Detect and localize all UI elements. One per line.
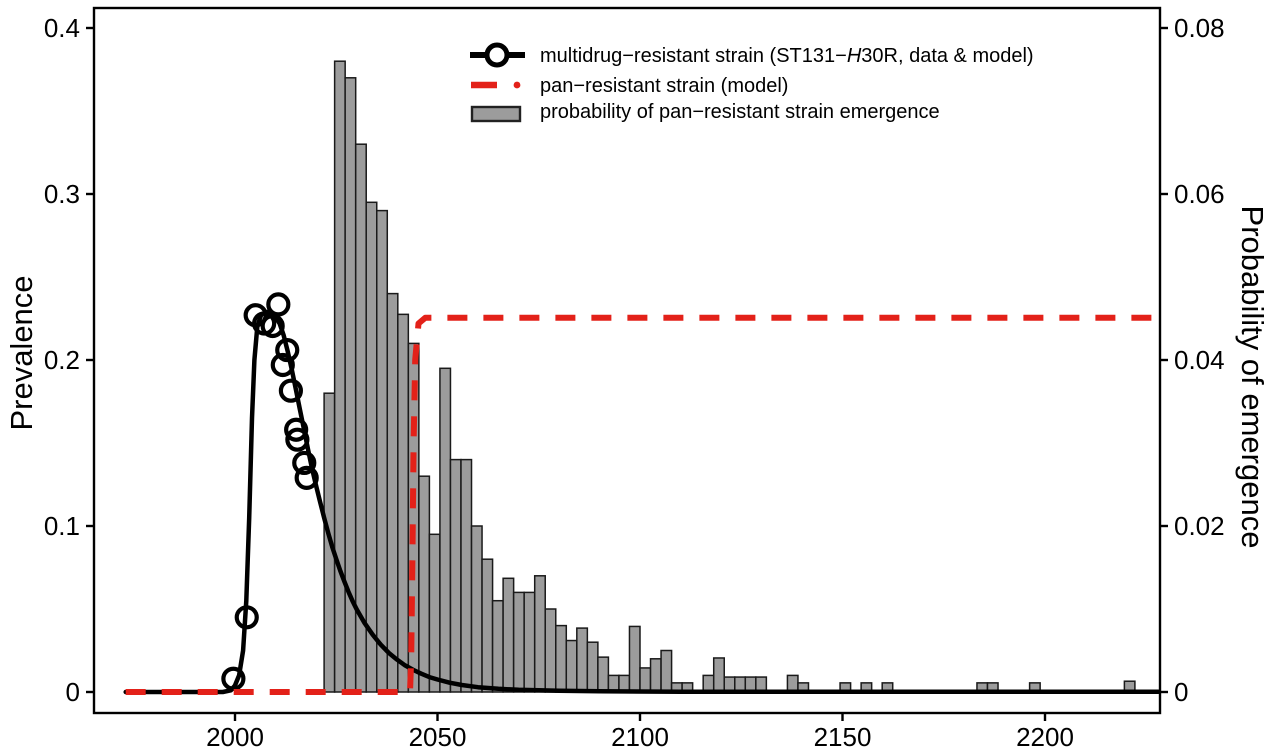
probability-bar — [470, 525, 483, 693]
probability-bar — [649, 658, 662, 693]
probability-bar — [333, 60, 346, 693]
legend-mdr-text-pre: multidrug−resistant strain (ST131− — [540, 45, 847, 67]
mdr-data-point — [284, 417, 309, 442]
probability-bar — [460, 458, 473, 693]
mdr-data-point — [234, 605, 259, 630]
left-axis-tick-label: 0.1 — [44, 511, 80, 541]
legend-label-probability-bars: probability of pan−resistant strain emer… — [540, 101, 940, 123]
mdr-data-point — [294, 465, 319, 490]
probability-bar — [439, 367, 452, 693]
legend: multidrug−resistant strain (ST131−H30R, … — [0, 0, 1280, 140]
mdr-data-point — [270, 352, 295, 378]
left-axis-tick-label: 0 — [66, 677, 80, 707]
right-axis-tick-label: 0.06 — [1174, 179, 1225, 209]
probability-bar — [512, 591, 525, 693]
right-axis-tick-label: 0.08 — [1174, 13, 1225, 43]
mdr-data-point — [266, 292, 291, 317]
mdr-data-point — [285, 427, 310, 452]
probability-bar — [544, 608, 557, 693]
probability-bar — [597, 656, 610, 693]
probability-bar — [555, 624, 568, 693]
probability-bar — [565, 639, 578, 693]
legend-label-multidrug-resistant: multidrug−resistant strain (ST131−H30R, … — [540, 45, 1034, 67]
x-axis-tick-label: 2000 — [206, 722, 264, 752]
x-axis-tick-label: 2050 — [409, 722, 467, 752]
legend-mdr-point-marker — [484, 42, 510, 68]
mdr-data-point — [260, 313, 285, 339]
x-axis-tick-label: 2150 — [814, 722, 872, 752]
left-axis-tick-label: 0.3 — [44, 179, 80, 209]
x-axis-tick-label: 2100 — [611, 722, 669, 752]
probability-bar — [628, 625, 641, 693]
mdr-data-point — [221, 666, 246, 691]
left-axis-title: Prevalence — [4, 275, 39, 431]
legend-mdr-text-italic-h: H — [846, 45, 862, 67]
probability-bar — [533, 575, 546, 693]
mdr-model-line — [123, 309, 1161, 695]
probability-bar — [502, 577, 515, 693]
probability-bar — [481, 558, 494, 693]
x-axis-tick-label: 2200 — [1016, 722, 1074, 752]
mdr-data-point — [292, 450, 317, 476]
left-axis-tick-label: 0.2 — [44, 345, 80, 375]
probability-bar — [376, 209, 389, 693]
probability-bar — [523, 591, 536, 693]
legend-label-pan-resistant: pan−resistant strain (model) — [540, 75, 789, 97]
legend-bar-marker — [470, 105, 522, 123]
right-axis-tick-label: 0 — [1174, 677, 1188, 707]
right-axis-tick-label: 0.04 — [1174, 345, 1225, 375]
probability-bar — [365, 201, 378, 693]
right-axis-title: Probability of emergence — [1235, 205, 1270, 549]
probability-bar — [639, 667, 652, 693]
left-axis-tick-label: 0.4 — [44, 13, 80, 43]
probability-bar — [660, 649, 673, 693]
probability-bar — [491, 599, 504, 693]
mdr-data-point — [278, 378, 303, 403]
mdr-data-point — [275, 337, 300, 363]
right-axis-tick-label: 0.02 — [1174, 511, 1225, 541]
probability-bar — [418, 475, 431, 693]
probability-bar — [712, 657, 725, 693]
legend-pan-dot-marker — [513, 81, 521, 89]
pan-resistant-line — [125, 314, 1159, 695]
probability-bar — [449, 458, 462, 693]
legend-mdr-text-post: 30R, data & model) — [861, 45, 1034, 67]
probability-bar — [397, 313, 410, 693]
probability-bar — [428, 533, 441, 693]
probability-bar — [386, 292, 399, 693]
probability-bar — [786, 674, 799, 693]
probability-bar — [586, 641, 599, 693]
probability-bar — [576, 627, 589, 693]
